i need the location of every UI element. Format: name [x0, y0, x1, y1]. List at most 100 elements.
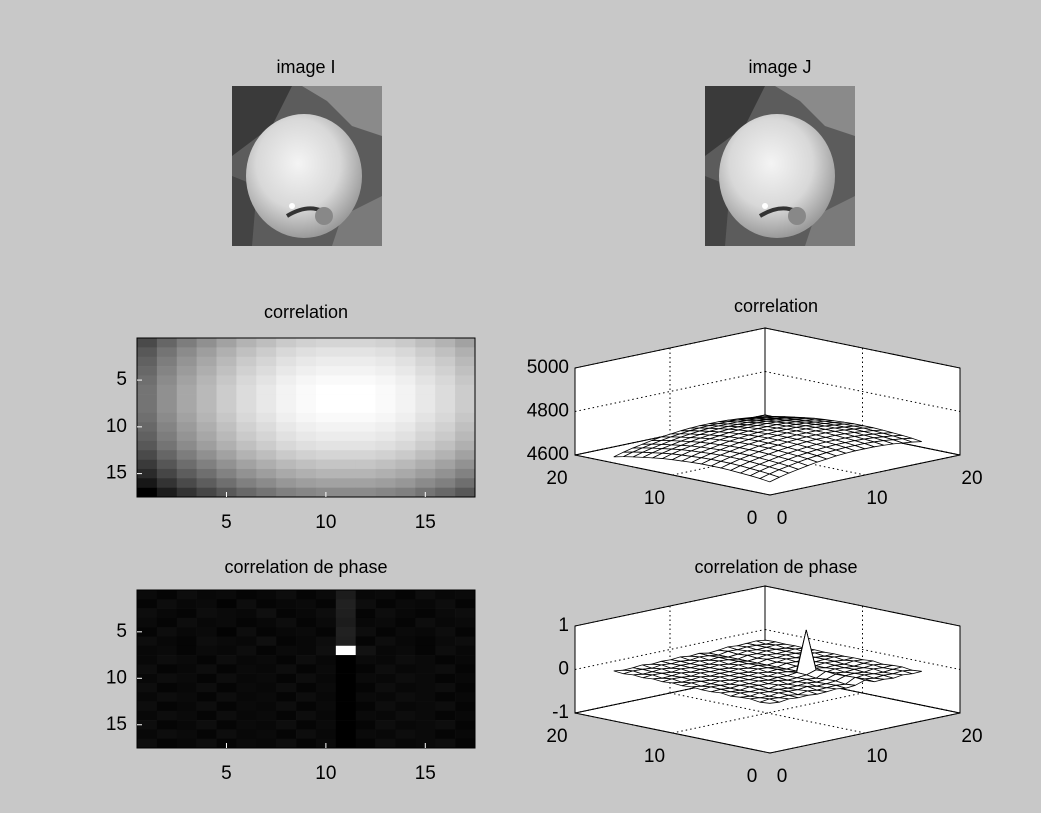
heatmap-cell [435, 618, 455, 628]
heatmap-cell [296, 366, 316, 376]
heatmap-cell [415, 357, 435, 367]
heatmap-cell [356, 441, 376, 451]
heatmap-cell [137, 702, 157, 712]
heatmap-cell [177, 441, 197, 451]
heatmap-cell [276, 357, 296, 367]
heatmap-cell [376, 488, 396, 498]
heatmap-cell [137, 683, 157, 693]
heatmap-cell [376, 636, 396, 646]
heatmap-cell [137, 338, 157, 348]
heatmap-cell [217, 366, 237, 376]
heatmap-cell [276, 720, 296, 730]
heatmap-cell [455, 357, 475, 367]
heatmap-cell [455, 432, 475, 442]
heatmap-cell [177, 338, 197, 348]
y-tick-label: 5 [116, 369, 127, 390]
heatmap-cell [455, 385, 475, 395]
heatmap-cell [157, 729, 177, 739]
heatmap-cell [217, 599, 237, 609]
heatmap-cell [356, 627, 376, 637]
heatmap-cell [157, 627, 177, 637]
heatmap-cell [435, 636, 455, 646]
heatmap-cell [316, 394, 336, 404]
heatmap-cell [455, 441, 475, 451]
heatmap-cell [157, 609, 177, 619]
heatmap-cell [217, 375, 237, 385]
heatmap-cell [276, 366, 296, 376]
heatmap-cell [197, 357, 217, 367]
heatmap-cell [455, 636, 475, 646]
heatmap-cell [316, 478, 336, 488]
heatmap-cell [217, 664, 237, 674]
heatmap-cell [395, 432, 415, 442]
z-tick-label: 0 [558, 659, 569, 680]
heatmap-cell [276, 702, 296, 712]
heatmap-cell [157, 422, 177, 432]
heatmap-cell [316, 357, 336, 367]
heatmap-cell [276, 413, 296, 423]
heatmap-cell [435, 599, 455, 609]
heatmap-cell [336, 394, 356, 404]
heatmap-cell [177, 646, 197, 656]
heatmap-cell [336, 347, 356, 357]
heatmap-cell [415, 655, 435, 665]
heatmap-cell [435, 413, 455, 423]
heatmap-cell [157, 385, 177, 395]
heatmap-cell [177, 692, 197, 702]
heatmap-cell [415, 450, 435, 460]
z-tick-label: -1 [552, 702, 569, 723]
heatmap-cell [415, 636, 435, 646]
heatmap-cell [356, 618, 376, 628]
heatmap-cell [435, 347, 455, 357]
heatmap-cell [415, 683, 435, 693]
heatmap-cell [217, 720, 237, 730]
heatmap-cell [197, 450, 217, 460]
heatmap-cell [296, 627, 316, 637]
heatmap-cell [296, 646, 316, 656]
heatmap-cell [137, 357, 157, 367]
heatmap-cell [415, 403, 435, 413]
heatmap-cell [157, 702, 177, 712]
heatmap-cell [356, 636, 376, 646]
heatmap-cell [217, 692, 237, 702]
heatmap-cell [336, 366, 356, 376]
heatmap-cell [157, 375, 177, 385]
heatmap-cell [336, 590, 356, 600]
heatmap-cell [236, 711, 256, 721]
heatmap-cell [177, 599, 197, 609]
heatmap-cell [217, 347, 237, 357]
heatmap-cell [296, 357, 316, 367]
heatmap-cell [197, 590, 217, 600]
heatmap-cell [415, 432, 435, 442]
heatmap-cell [256, 627, 276, 637]
heatmap-cell [316, 702, 336, 712]
heatmap-cell [415, 366, 435, 376]
heatmap-cell [356, 646, 376, 656]
heatmap-cell [336, 692, 356, 702]
heatmap-cell [197, 432, 217, 442]
heatmap-cell [336, 441, 356, 451]
heatmap-cell [256, 692, 276, 702]
x-tick-label: 5 [221, 512, 232, 533]
heatmap-cell [336, 729, 356, 739]
heatmap-cell [236, 646, 256, 656]
heatmap-cell [336, 599, 356, 609]
heatmap-cell [296, 655, 316, 665]
heatmap-cell [217, 478, 237, 488]
heatmap-cell [256, 432, 276, 442]
heatmap-cell [276, 375, 296, 385]
heatmap-cell [356, 394, 376, 404]
heatmap-cell [276, 692, 296, 702]
heatmap-cell [276, 450, 296, 460]
heatmap-cell [395, 478, 415, 488]
heatmap-cell [356, 338, 376, 348]
heatmap-cell [177, 450, 197, 460]
heatmap-cell [276, 627, 296, 637]
heatmap-cell [197, 413, 217, 423]
heatmap-cell [316, 338, 336, 348]
heatmap-cell [137, 450, 157, 460]
heatmap-cell [356, 432, 376, 442]
heatmap-cell [336, 488, 356, 498]
heatmap-cell [395, 711, 415, 721]
heatmap-cell [137, 460, 157, 470]
